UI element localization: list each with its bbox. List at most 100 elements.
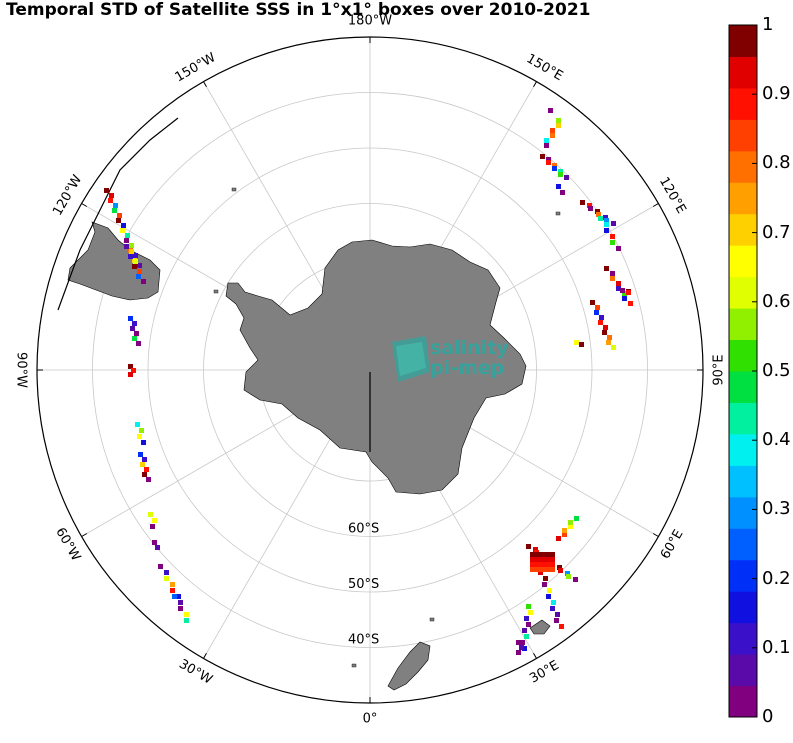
map-title: Temporal STD of Satellite SSS in 1°x1° b… bbox=[6, 0, 591, 20]
std-box bbox=[530, 557, 535, 562]
std-box bbox=[137, 263, 142, 268]
std-box bbox=[526, 544, 531, 549]
std-box bbox=[520, 640, 525, 645]
colorbar-segment bbox=[729, 496, 757, 529]
std-box bbox=[522, 628, 527, 633]
std-box bbox=[544, 138, 549, 143]
std-box bbox=[545, 562, 550, 567]
std-box bbox=[565, 571, 570, 576]
std-box bbox=[611, 345, 616, 350]
std-box bbox=[550, 133, 555, 138]
std-box bbox=[121, 223, 126, 228]
std-box bbox=[546, 160, 551, 165]
std-box bbox=[560, 190, 565, 195]
std-box bbox=[568, 524, 573, 529]
std-box bbox=[599, 315, 604, 320]
std-box bbox=[124, 244, 129, 249]
std-box bbox=[530, 567, 535, 572]
std-box bbox=[556, 184, 561, 189]
colorbar-segment bbox=[729, 25, 757, 57]
std-box bbox=[141, 279, 146, 284]
std-box bbox=[558, 169, 563, 174]
std-box bbox=[550, 562, 555, 567]
std-box bbox=[530, 562, 535, 567]
colorbar-label: 0.1 bbox=[762, 636, 791, 658]
std-box bbox=[516, 650, 521, 655]
std-box bbox=[552, 166, 557, 171]
std-box bbox=[178, 600, 183, 605]
std-box bbox=[603, 325, 608, 330]
std-box bbox=[116, 218, 121, 223]
colorbar-segment bbox=[729, 339, 757, 372]
colorbar-segment bbox=[729, 182, 757, 215]
std-box bbox=[120, 228, 125, 233]
logo-text-salinity: salinity bbox=[430, 337, 509, 359]
colorbar-segment bbox=[729, 87, 757, 120]
std-box bbox=[133, 253, 138, 258]
std-box bbox=[548, 108, 553, 113]
island bbox=[429, 617, 435, 622]
std-box bbox=[140, 462, 145, 467]
std-box bbox=[128, 372, 133, 377]
std-box bbox=[134, 331, 139, 336]
salinity-pimep-logo-icon bbox=[392, 336, 430, 382]
colorbar-segment bbox=[729, 56, 757, 89]
std-box bbox=[552, 163, 557, 168]
std-box bbox=[148, 512, 153, 517]
lon-label-150e: 150°E bbox=[524, 51, 566, 84]
std-box bbox=[184, 612, 189, 617]
std-box bbox=[550, 128, 555, 133]
std-box bbox=[530, 552, 535, 557]
std-box bbox=[626, 290, 631, 295]
std-box bbox=[607, 335, 612, 340]
std-box bbox=[130, 326, 135, 331]
std-box bbox=[184, 618, 189, 623]
lon-label-60e: 60°E bbox=[658, 527, 687, 562]
colorbar-segment bbox=[729, 591, 757, 624]
std-box bbox=[588, 206, 593, 211]
std-box bbox=[574, 340, 579, 345]
colorbar-segment bbox=[729, 559, 757, 592]
std-box bbox=[545, 557, 550, 562]
colorbar-segment bbox=[729, 465, 757, 498]
lon-label-120w: 120°W bbox=[50, 173, 85, 219]
std-box bbox=[551, 600, 556, 605]
meridian-line bbox=[203, 417, 343, 659]
frame-tick bbox=[81, 533, 88, 537]
std-box bbox=[132, 321, 137, 326]
std-box bbox=[610, 271, 615, 276]
std-box bbox=[124, 238, 129, 243]
std-box bbox=[136, 341, 141, 346]
colorbar-segment bbox=[729, 119, 757, 152]
colorbar-label: 1 bbox=[762, 14, 774, 35]
std-box bbox=[622, 296, 627, 301]
std-box bbox=[550, 557, 555, 562]
std-box bbox=[564, 175, 569, 180]
std-box bbox=[146, 477, 151, 482]
std-box bbox=[128, 254, 133, 259]
std-box bbox=[559, 624, 564, 629]
std-box bbox=[587, 203, 592, 208]
frame-tick bbox=[533, 652, 537, 659]
island bbox=[231, 187, 237, 192]
std-box bbox=[604, 218, 609, 223]
std-box bbox=[580, 200, 585, 205]
std-box bbox=[544, 143, 549, 148]
std-box bbox=[562, 532, 567, 537]
std-box bbox=[598, 216, 603, 221]
lat-label-60s: 60°S bbox=[348, 522, 379, 537]
colorbar-segment bbox=[729, 276, 757, 309]
std-box bbox=[574, 516, 579, 521]
std-box bbox=[538, 570, 543, 575]
std-box bbox=[540, 562, 545, 567]
std-box bbox=[133, 259, 138, 264]
colorbar-label: 0.8 bbox=[762, 152, 791, 174]
std-box bbox=[535, 562, 540, 567]
std-box bbox=[616, 286, 621, 291]
std-box bbox=[566, 574, 571, 579]
island bbox=[555, 211, 561, 216]
std-box bbox=[550, 552, 555, 557]
std-box bbox=[558, 568, 563, 573]
std-box bbox=[170, 582, 175, 587]
south-america-tip bbox=[67, 221, 161, 301]
